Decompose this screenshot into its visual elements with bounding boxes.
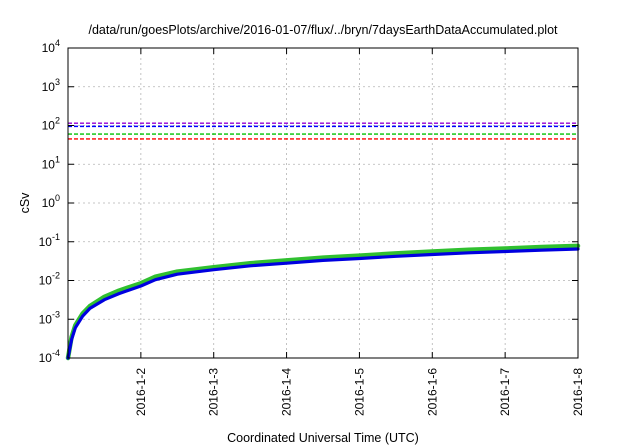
x-tick-label: 2016-1-8 — [571, 368, 585, 416]
series-lines — [65, 243, 581, 361]
y-tick-label: 10-1 — [39, 232, 60, 249]
y-axis: 10-4 10-3 10-2 10-1 100 101 102 103 104 — [39, 38, 578, 365]
x-tick-label: 2016-1-4 — [280, 368, 294, 416]
series-line — [65, 243, 581, 361]
y-tick-label: 10-4 — [39, 348, 60, 365]
series-line — [66, 247, 580, 360]
y-axis-title: cSv — [18, 192, 32, 214]
y-tick-label: 103 — [42, 77, 60, 94]
chart-title: /data/run/goesPlots/archive/2016-01-07/f… — [88, 23, 558, 37]
y-tick-label: 101 — [42, 154, 60, 171]
x-axis: 2016-1-2 2016-1-3 2016-1-4 2016-1-5 2016-1-6… — [134, 48, 585, 416]
x-tick-label: 2016-1-5 — [352, 368, 366, 416]
y-tick-label: 102 — [42, 116, 60, 133]
x-tick-label: 2016-1-2 — [134, 368, 148, 416]
y-tick-label: 10-3 — [39, 309, 60, 326]
y-tick-label: 100 — [42, 193, 60, 210]
x-tick-label: 2016-1-3 — [207, 368, 221, 416]
y-tick-label: 104 — [42, 38, 60, 55]
x-tick-label: 2016-1-6 — [425, 368, 439, 416]
threshold-lines — [68, 122, 578, 140]
y-tick-label: 10-2 — [39, 271, 60, 288]
x-axis-title: Coordinated Universal Time (UTC) — [227, 431, 419, 445]
x-tick-label: 2016-1-7 — [498, 368, 512, 416]
